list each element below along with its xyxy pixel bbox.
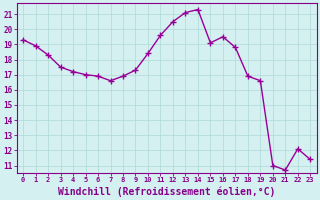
- X-axis label: Windchill (Refroidissement éolien,°C): Windchill (Refroidissement éolien,°C): [58, 186, 276, 197]
